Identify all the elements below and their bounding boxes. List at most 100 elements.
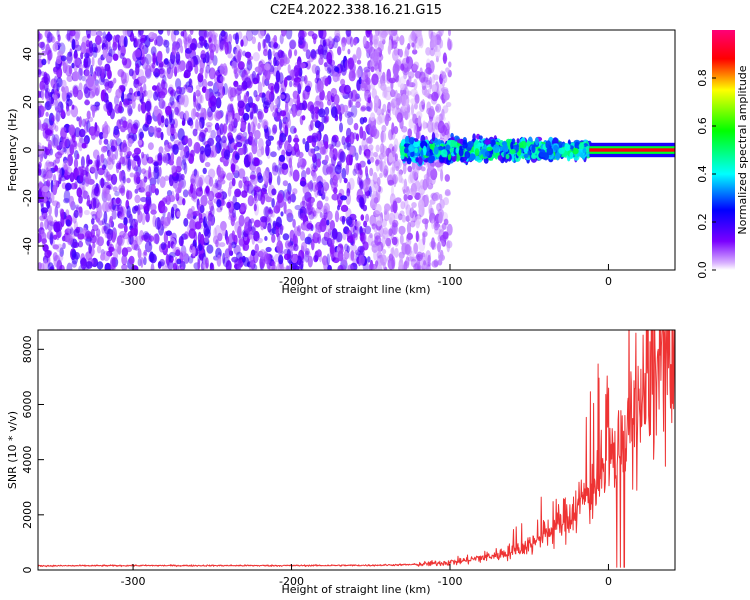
spectrogram-cell xyxy=(60,55,67,62)
spectrogram-cell xyxy=(76,187,83,198)
spectrogram-cell xyxy=(54,76,58,84)
spectrogram-cell xyxy=(249,179,253,188)
spectrogram-cell xyxy=(440,169,444,182)
spectrogram-cell xyxy=(246,59,253,71)
spectrogram-cell xyxy=(348,177,355,190)
spectrogram-cell xyxy=(339,171,342,184)
colorbar-tick-label: 0.2 xyxy=(696,213,709,231)
spectrogram-cell xyxy=(334,66,340,72)
spectrogram-cell xyxy=(136,152,140,165)
spectrogram-cell xyxy=(60,126,67,132)
spectrogram-cell xyxy=(166,124,172,137)
spectrogram-cell xyxy=(55,110,61,122)
spectrogram-cell xyxy=(195,187,203,197)
spectrogram-cell xyxy=(371,73,379,86)
spectrogram-cell xyxy=(398,225,406,235)
spectrogram-cell xyxy=(226,172,234,181)
spectrogram-cell xyxy=(55,113,59,125)
spectrogram-cell xyxy=(425,47,431,56)
spectrogram-cell xyxy=(41,122,49,131)
spectrogram-cell xyxy=(295,61,302,69)
spectrogram-cell xyxy=(256,73,260,84)
spectrogram-cell xyxy=(163,39,170,48)
spectrogram-cell xyxy=(402,163,407,175)
spectrogram-cell xyxy=(119,170,123,182)
spectrogram-cell xyxy=(165,105,172,116)
spectrogram-cell xyxy=(104,262,112,270)
spectrogram-cell xyxy=(404,62,408,68)
spectrogram-cell xyxy=(105,56,113,62)
spectrogram-cell xyxy=(107,197,113,207)
spectrogram-cell xyxy=(247,122,251,135)
spectrogram-cell xyxy=(128,68,134,77)
spectrogram-cell xyxy=(38,69,42,75)
spectrogram-cell xyxy=(124,72,130,84)
spectrogram-cell xyxy=(399,83,405,91)
spectrogram-cell xyxy=(202,78,208,92)
spectrogram-cell xyxy=(253,203,257,212)
spectrogram-cell xyxy=(173,140,181,146)
spectrogram-cell xyxy=(265,32,270,43)
spectrogram-cell xyxy=(64,228,72,236)
spectrogram-cell xyxy=(40,106,47,112)
spectrogram-cell xyxy=(327,99,332,106)
spectrogram-cell xyxy=(425,62,431,68)
spectrogram-cell xyxy=(349,69,353,78)
spectrogram-cell xyxy=(206,244,214,254)
spectrogram-cell xyxy=(248,152,253,163)
spectrogram-cell xyxy=(234,152,240,159)
spectrogram-cell xyxy=(167,240,171,249)
spectrogram-cell xyxy=(365,42,373,54)
spectrogram-cell xyxy=(158,68,165,75)
spectrogram-cell xyxy=(271,162,277,172)
spectrogram-cell xyxy=(399,234,404,245)
spectrogram-cell xyxy=(395,165,400,172)
spectrogram-cell xyxy=(41,185,50,193)
spectrogram-cell xyxy=(237,93,242,103)
spectrogram-cell xyxy=(40,212,45,220)
spectrogram-cell xyxy=(243,92,250,103)
spectrogram-cell xyxy=(145,153,150,162)
spectrogram-cell xyxy=(117,204,123,216)
spectrogram-cell xyxy=(426,101,432,112)
spectrogram-cell xyxy=(221,223,227,236)
spectrogram-cell xyxy=(534,137,539,146)
colorbar-tick-label: 0.6 xyxy=(696,117,709,135)
spectrogram-cell xyxy=(194,221,202,230)
spectrogram-cell xyxy=(422,120,427,130)
spectrogram-cell xyxy=(129,31,135,42)
spectrogram-cell xyxy=(285,30,293,40)
spectrogram-cell xyxy=(349,146,355,155)
spectrogram-cell xyxy=(304,250,311,258)
spectrogram-cell xyxy=(129,172,135,178)
spectrogram-cell xyxy=(413,123,417,135)
spectrogram-cell xyxy=(237,50,242,62)
spectrogram-cell xyxy=(438,211,443,224)
snr-x-axis-label: Height of straight line (km) xyxy=(281,583,430,596)
spectrogram-cell xyxy=(65,219,71,227)
spectrogram-cell xyxy=(104,63,111,72)
x-tick-label: 0 xyxy=(605,575,612,588)
spectrogram-cell xyxy=(238,214,245,227)
spectrogram-cell xyxy=(158,166,162,177)
spectrogram-cell xyxy=(119,149,123,158)
spectrogram-cell xyxy=(283,253,291,261)
spectrogram-cell xyxy=(497,154,503,161)
spectrogram-cell xyxy=(119,35,126,47)
spectrogram-cell xyxy=(424,89,429,98)
spectrogram-cell xyxy=(190,149,195,158)
spectrogram-cell xyxy=(207,111,214,121)
spectrogram-cell xyxy=(446,223,453,236)
colorbar-label: Normalized spectral amplitude xyxy=(736,65,749,234)
spectrogram-cell xyxy=(161,197,168,205)
spectrogram-cell xyxy=(295,103,302,117)
spectrogram-cell xyxy=(112,154,116,160)
spectrogram-cell xyxy=(285,191,292,201)
spectrogram-cell xyxy=(238,180,243,189)
spectrogram-cell xyxy=(53,94,58,101)
spectrogram-cell xyxy=(392,200,398,214)
spectrogram-cell xyxy=(142,231,150,240)
spectrogram-cell xyxy=(71,104,75,110)
spectrogram-cell xyxy=(242,257,250,267)
spectrogram-cell xyxy=(275,70,281,83)
